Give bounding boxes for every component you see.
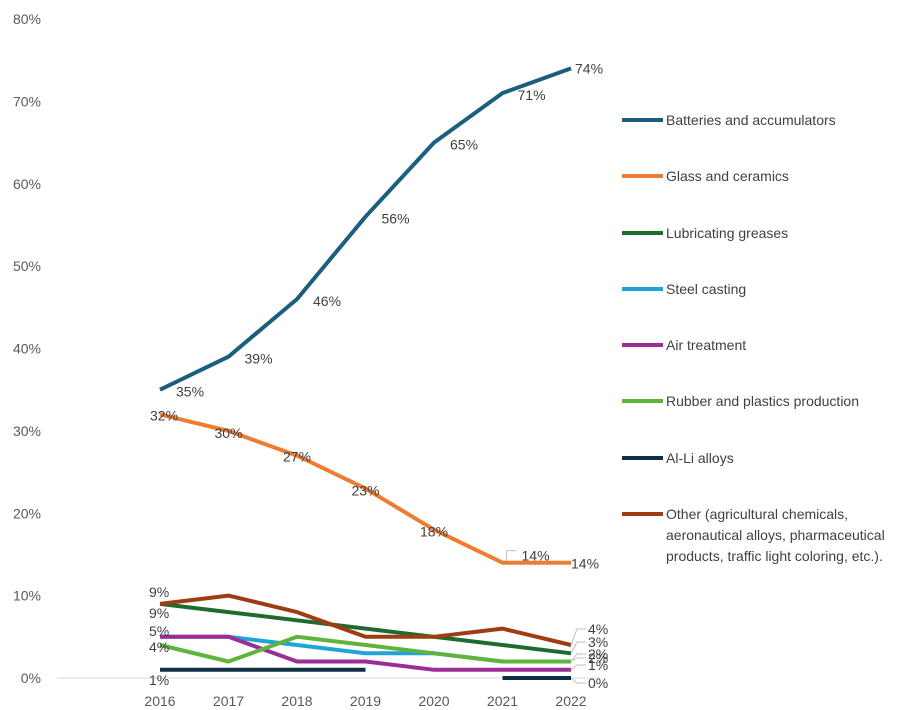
- y-tick-label: 40%: [13, 341, 41, 357]
- series-line: [159, 634, 571, 664]
- data-label: 65%: [450, 137, 478, 153]
- series-line: [159, 412, 571, 565]
- data-label: 1%: [588, 657, 608, 673]
- y-tick-label: 0%: [21, 670, 41, 686]
- data-label: 3%: [588, 634, 608, 650]
- x-tick-label: 2022: [555, 693, 586, 709]
- x-tick-label: 2016: [144, 693, 175, 709]
- series-line: [159, 66, 572, 392]
- y-tick-label: 30%: [13, 423, 41, 439]
- data-label: 9%: [149, 605, 169, 621]
- y-tick-label: 50%: [13, 258, 41, 274]
- y-tick-label: 20%: [13, 505, 41, 521]
- data-label: 4%: [149, 639, 169, 655]
- data-label: 2%: [588, 646, 608, 662]
- legend-label: Air treatment: [666, 337, 746, 353]
- data-label: 5%: [149, 623, 169, 639]
- data-label: 46%: [313, 293, 341, 309]
- data-label: 39%: [245, 351, 273, 367]
- data-label: 23%: [352, 483, 380, 499]
- series-lines: [159, 66, 572, 680]
- legend-label: Steel casting: [666, 281, 746, 297]
- label-leader-line: [570, 628, 586, 646]
- data-label: 71%: [518, 87, 546, 103]
- legend-label: aeronautical alloys, pharmaceutical: [666, 527, 885, 543]
- data-labels: 35% 39% 46% 56% 65% 71% 74% 32% 30% 27% 23% 18% 14% 1…: [149, 60, 608, 691]
- axes: 0% 10% 20% 30% 40% 50% 60% 70% 80% 2016 2017 2018 20…: [13, 11, 601, 709]
- data-label: 14%: [522, 548, 550, 564]
- data-label: 74%: [575, 60, 603, 76]
- data-label: 35%: [176, 384, 204, 400]
- series-line: [160, 634, 571, 672]
- y-tick-label: 60%: [13, 176, 41, 192]
- label-leader-line: [570, 677, 586, 684]
- legend-label: products, traffic light coloring, etc.).: [666, 548, 883, 564]
- data-label: 27%: [283, 449, 311, 465]
- label-leader-line: [570, 641, 586, 654]
- legend-label: Batteries and accumulators: [666, 112, 836, 128]
- x-tick-label: 2017: [213, 693, 244, 709]
- legend-label: Rubber and plastics production: [666, 393, 859, 409]
- label-leader-line: [506, 550, 517, 561]
- x-tick-label: 2018: [281, 693, 312, 709]
- series-line: [159, 593, 572, 647]
- legend-label: Other (agricultural chemicals,: [666, 506, 848, 522]
- legend-label: Lubricating greases: [666, 225, 788, 241]
- x-tick-label: 2019: [350, 693, 381, 709]
- label-leader-line: [570, 664, 586, 671]
- x-tick-label: 2021: [487, 693, 518, 709]
- data-label: 32%: [150, 407, 178, 423]
- y-tick-label: 10%: [13, 588, 41, 604]
- data-label: 0%: [588, 675, 608, 691]
- y-tick-label: 70%: [13, 93, 41, 109]
- data-label: 4%: [588, 621, 608, 637]
- legend-label: Glass and ceramics: [666, 168, 789, 184]
- data-label: 56%: [382, 211, 410, 227]
- y-tick-label: 80%: [13, 11, 41, 27]
- label-leader-line: [570, 653, 586, 662]
- data-label: 18%: [420, 524, 448, 540]
- label-leader-line: [570, 657, 586, 662]
- data-label: 1%: [149, 672, 169, 688]
- x-tick-label: 2020: [418, 693, 449, 709]
- data-label: 9%: [149, 584, 169, 600]
- legend: Batteries and accumulators Glass and cera…: [622, 112, 885, 564]
- data-label: 30%: [215, 425, 243, 441]
- legend-label: Al-Li alloys: [666, 450, 734, 466]
- series-line: [159, 601, 572, 656]
- data-label: 2%: [588, 650, 608, 666]
- data-label: 14%: [571, 556, 599, 572]
